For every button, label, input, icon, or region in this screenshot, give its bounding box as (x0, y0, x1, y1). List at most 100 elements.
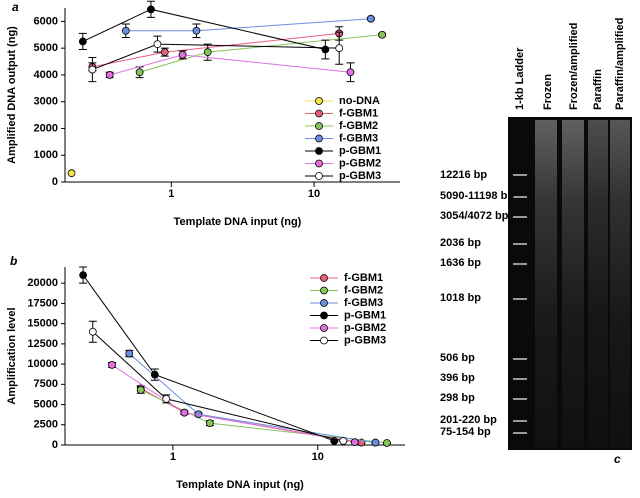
data-point (321, 45, 330, 54)
legend-label: p-GBM2 (344, 322, 386, 334)
lane-label: 1-kb Ladder (514, 47, 526, 110)
data-point (78, 37, 87, 46)
marker-label: 75-154 bp (440, 426, 491, 438)
legend-label: p-GBM1 (339, 145, 381, 157)
legend-marker (315, 97, 323, 105)
legend-label: f-GBM2 (344, 284, 383, 296)
lane-label: Frozen (542, 74, 554, 110)
data-point (346, 68, 355, 77)
legend-label: f-GBM2 (339, 120, 378, 132)
y-tick-label: 15000 (27, 318, 58, 330)
marker-label: 396 bp (440, 372, 475, 384)
y-tick-label: 2500 (34, 419, 58, 431)
series-line (92, 43, 340, 71)
y-tick-label: 0 (52, 439, 58, 451)
marker-label: 12216 bp (440, 169, 487, 181)
marker-label: 1018 bp (440, 292, 481, 304)
data-point (88, 327, 97, 336)
data-point (147, 5, 155, 14)
y-tick-label: 5000 (34, 42, 58, 54)
legend-marker (320, 336, 328, 345)
legend-marker (320, 324, 328, 332)
y-tick-label: 10000 (27, 358, 58, 370)
data-point (180, 408, 189, 417)
data-point (135, 68, 144, 77)
y-tick-label: 20000 (27, 277, 58, 289)
y-tick-label: 7500 (34, 378, 58, 390)
legend-label: f-GBM3 (339, 132, 378, 144)
data-point (121, 26, 130, 35)
y-tick-label: 3000 (34, 96, 58, 108)
legend-label: p-GBM3 (344, 334, 386, 346)
data-point (67, 169, 76, 178)
data-point (371, 438, 380, 447)
legend-label: p-GBM1 (344, 309, 386, 321)
legend-marker (315, 159, 323, 168)
series-line (140, 389, 387, 444)
data-point (378, 30, 387, 39)
marker-label: 506 bp (440, 352, 475, 364)
data-point (162, 394, 171, 403)
legend-marker (320, 311, 328, 320)
legend-marker (320, 274, 328, 282)
legend-label: f-GBM1 (344, 272, 383, 284)
marker-label: 298 bp (440, 392, 475, 404)
data-point (205, 419, 214, 428)
y-axis-label: Amplified DNA output (ng) (6, 26, 18, 164)
legend-marker (315, 109, 323, 118)
series-line (109, 54, 351, 76)
data-point (105, 71, 114, 79)
gel-image (508, 117, 632, 450)
data-point (382, 439, 391, 447)
data-point (150, 370, 159, 379)
series-line (125, 18, 371, 32)
data-point (79, 271, 88, 279)
legend-marker (315, 122, 323, 130)
data-point (136, 386, 145, 394)
data-point (339, 437, 348, 445)
series-line (139, 34, 383, 73)
data-point (160, 48, 169, 57)
data-point (125, 349, 134, 358)
series-line (140, 387, 362, 444)
legend-marker (315, 172, 323, 180)
y-tick-label: 2000 (34, 122, 58, 134)
legend-label: no-DNA (339, 95, 380, 107)
data-point (108, 360, 116, 369)
data-point (88, 65, 97, 74)
x-tick-label: 1 (168, 188, 174, 200)
x-tick-label: 10 (312, 451, 324, 463)
legend-marker (320, 286, 328, 295)
panel-label: a (12, 0, 19, 14)
panel-label: c (614, 452, 621, 466)
y-tick-label: 12500 (27, 338, 58, 350)
y-axis-label: Amplification level (6, 307, 18, 404)
data-point (366, 14, 375, 23)
x-tick-label: 1 (170, 451, 176, 463)
lane-label: Paraffin (592, 69, 604, 110)
marker-label: 3054/4072 bp (440, 210, 509, 222)
y-tick-label: 6000 (34, 15, 58, 27)
legend-label: p-GBM2 (339, 157, 381, 169)
y-tick-label: 5000 (34, 398, 58, 410)
y-tick-label: 1000 (34, 149, 58, 161)
data-point (178, 50, 187, 59)
x-axis-label: Template DNA input (ng) (176, 479, 304, 491)
data-point (192, 26, 201, 35)
marker-label: 5090-11198 bp (440, 190, 514, 202)
marker-label: 2036 bp (440, 237, 481, 249)
panel-label: b (10, 254, 17, 268)
data-point (350, 438, 359, 447)
marker-label: 1636 bp (440, 257, 481, 269)
marker-label: 201-220 bp (440, 414, 497, 426)
data-point (203, 48, 212, 57)
series-line (82, 8, 326, 50)
legend-marker (315, 147, 323, 155)
x-axis-label: Template DNA input (ng) (174, 216, 302, 228)
y-tick-label: 4000 (34, 69, 58, 81)
legend-marker (320, 299, 328, 307)
series-line (92, 32, 340, 68)
legend-label: f-GBM3 (344, 297, 383, 309)
legend-label: f-GBM1 (339, 107, 378, 119)
